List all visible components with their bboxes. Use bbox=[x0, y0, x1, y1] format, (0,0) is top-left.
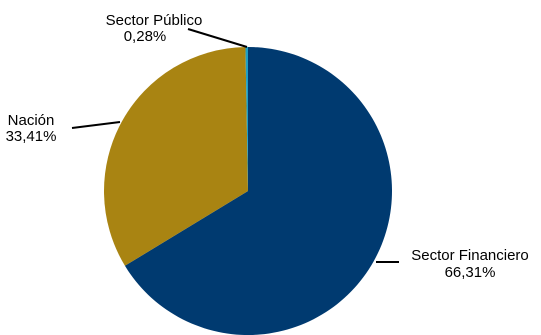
label-sector-financiero-name: Sector Financiero bbox=[411, 247, 529, 264]
label-sector-publico-value: 0,28% bbox=[124, 28, 167, 45]
leader-line-sector-publico bbox=[187, 28, 248, 48]
pie-slice-sector-p-blico bbox=[245, 47, 248, 191]
label-sector-publico-name: Sector Público bbox=[106, 12, 203, 29]
slice-labels: Sector Público 0,28% Nación 33,41% Secto… bbox=[6, 12, 529, 281]
leader-lines bbox=[71, 28, 399, 263]
leader-line-nacion bbox=[71, 121, 121, 129]
label-nacion-name: Nación bbox=[8, 112, 55, 129]
label-sector-financiero-value: 66,31% bbox=[445, 264, 496, 281]
pie-slices bbox=[104, 47, 392, 335]
pie-slice-naci-n bbox=[104, 47, 248, 266]
pie-slice-sector-financiero bbox=[124, 47, 392, 335]
label-nacion-value: 33,41% bbox=[6, 128, 57, 145]
